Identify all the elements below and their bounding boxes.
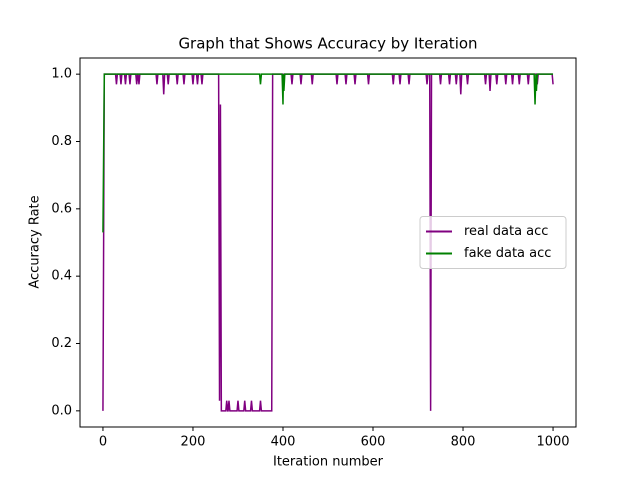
y-tick-label: 0.2 [51, 336, 72, 351]
x-tick-label: 0 [99, 435, 107, 450]
y-tick-label: 0.0 [51, 403, 72, 418]
x-tick-label: 400 [271, 435, 296, 450]
x-tick-label: 200 [181, 435, 206, 450]
y-tick-label: 0.4 [51, 269, 72, 284]
x-tick-label: 800 [451, 435, 476, 450]
y-axis-label: Accuracy Rate [28, 195, 43, 288]
x-axis-label: Iteration number [273, 455, 384, 470]
chart-title: Graph that Shows Accuracy by Iteration [178, 35, 477, 53]
legend-label: fake data acc [464, 246, 551, 261]
x-tick-label: 1000 [536, 435, 569, 450]
plot-frame [79, 57, 577, 428]
y-tick-label: 0.6 [51, 201, 72, 216]
legend-box [419, 216, 567, 269]
x-tick-label: 600 [361, 435, 386, 450]
y-tick-label: 1.0 [51, 67, 72, 82]
y-tick-label: 0.8 [51, 134, 72, 149]
legend-label: real data acc [464, 224, 548, 239]
data-line [102, 73, 554, 233]
